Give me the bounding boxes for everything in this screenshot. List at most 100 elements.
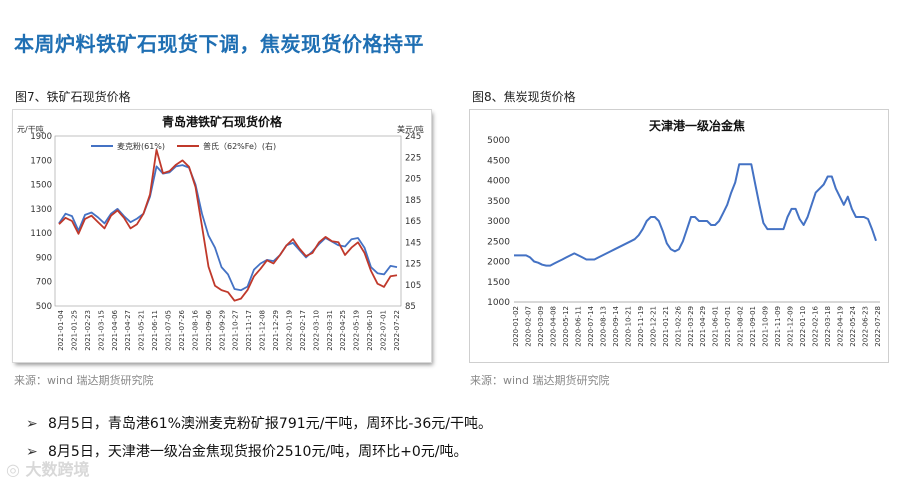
x-tick-label: 2022-03-10: [312, 310, 320, 351]
bullet-coke: ➢ 8月5日，天津港一级冶金焦现货报价2510元/吨，周环比+0元/吨。: [26, 441, 468, 461]
x-tick-label: 2020-05-12: [562, 306, 570, 347]
watermark-logo: ◎ 大数跨境: [6, 460, 90, 479]
y-tick-label-left: 1900: [30, 132, 52, 142]
arrow-bullet-icon: ➢: [26, 444, 38, 460]
x-tick-label: 2021-01-04: [57, 309, 65, 350]
x-tick-label: 2021-02-26: [674, 305, 682, 346]
x-tick-label: 2021-06-11: [151, 310, 159, 351]
x-tick-label: 2021-09-01: [749, 306, 757, 347]
y-tick-label-right: 185: [405, 196, 421, 206]
x-tick-label: 2022-06-10: [366, 310, 374, 351]
x-tick-label: 2020-07-14: [587, 305, 595, 346]
coke-chart-panel: 天津港一级冶金焦 1000 1500 2000 2500 3000 3500 4000 4500…: [470, 110, 888, 362]
y-tick-label-right: 205: [405, 175, 421, 185]
bullet-text: 8月5日，天津港一级冶金焦现货报价2510元/吨，周环比+0元/吨。: [48, 444, 468, 460]
x-tick-label: 2021-04-27: [124, 310, 132, 351]
x-tick-label: 2022-03-31: [326, 310, 334, 351]
x-tick-label: 2021-09-29: [218, 310, 226, 351]
iron-ore-chart-panel: 青岛港铁矿石现货价格 元/干吨 美元/吨 500 700 900 1100 1300 1500 1…: [13, 110, 431, 362]
x-tick-label: 2022-02-16: [812, 305, 820, 346]
x-tick-label: 2021-12-29: [272, 310, 280, 351]
x-tick-label: 2020-06-11: [574, 306, 582, 347]
plot-frame: [54, 135, 402, 307]
x-tick-label: 2021-05-21: [138, 310, 146, 351]
x-tick-label: 2022-03-18: [824, 306, 832, 347]
x-tick-label: 2021-04-06: [111, 309, 119, 350]
y-tick-label-left: 1500: [30, 181, 52, 191]
x-tick-label: 2022-07-22: [393, 310, 401, 351]
x-tick-label: 2021-10-09: [762, 306, 770, 347]
x-tick-label: 2020-09-14: [612, 305, 620, 346]
y-tick-label-left: 500: [36, 302, 52, 312]
y-tick-label-right: 225: [405, 153, 421, 163]
x-tick-label: 2022-06-23: [862, 306, 870, 347]
y-tick-label-right: 245: [405, 132, 421, 142]
y-tick-label: 3000: [487, 217, 510, 227]
bullet-iron-ore: ➢ 8月5日，青岛港61%澳洲麦克粉矿报791元/干吨，周环比-36元/干吨。: [26, 413, 492, 433]
x-tick-label: 2021-11-17: [245, 310, 253, 351]
y-tick-label: 4500: [487, 156, 510, 166]
x-tick-label: 2021-03-15: [97, 310, 105, 351]
x-tick-label: 2021-06-01: [712, 306, 720, 347]
y-tick-label-right: 145: [405, 238, 421, 248]
y-tick-label-left: 1700: [30, 156, 52, 166]
y-tick-label: 1500: [487, 278, 510, 288]
series-line-coke: [514, 163, 877, 267]
y-tick-label: 2000: [487, 258, 510, 268]
right-axis-unit: 美元/吨: [397, 124, 424, 134]
x-tick-label: 2020-11-19: [637, 306, 645, 347]
x-tick-label: 2021-01-25: [70, 310, 78, 351]
series-line-mcfines: [58, 164, 398, 292]
x-tick-label: 2021-12-09: [787, 306, 795, 347]
x-tick-label: 2022-05-19: [353, 310, 361, 351]
x-tick-label: 2022-01-10: [799, 306, 807, 347]
x-tick-label: 2021-02-23: [84, 310, 92, 351]
x-tick-label: 2020-04-08: [549, 306, 557, 347]
left-axis-unit: 元/干吨: [17, 124, 44, 134]
series-line-platts: [58, 148, 398, 302]
y-tick-label: 4000: [487, 177, 510, 187]
figure-caption-iron-ore: 图7、铁矿石现货价格: [15, 90, 131, 104]
bullet-text: 8月5日，青岛港61%澳洲麦克粉矿报791元/干吨，周环比-36元/干吨。: [48, 416, 492, 432]
x-tick-label: 2022-07-28: [874, 306, 882, 347]
x-tick-label: 2022-04-25: [339, 310, 347, 351]
x-tick-label: 2021-01-21: [662, 306, 670, 347]
y-tick-label-right: 165: [405, 217, 421, 227]
x-tick-label: 2021-11-09: [774, 306, 782, 347]
figure-caption-coke: 图8、焦炭现货价格: [472, 90, 576, 104]
chart-title: 天津港一级冶金焦: [649, 118, 745, 133]
x-tick-label: 2022-01-19: [285, 310, 293, 351]
x-tick-label: 2021-08-02: [737, 306, 745, 347]
y-tick-label-right: 105: [405, 281, 421, 291]
legend-label-mcfines: 麦克粉(61%): [117, 141, 165, 151]
x-tick-label: 2022-07-01: [380, 310, 388, 351]
x-tick-label: 2021-07-05: [165, 310, 173, 351]
x-tick-label: 2022-04-19: [837, 306, 845, 347]
y-tick-label-left: 1100: [30, 229, 52, 239]
x-tick-label: 2021-10-27: [232, 310, 240, 351]
x-tick-label: 2022-05-24: [849, 305, 857, 346]
y-tick-label-left: 700: [36, 278, 52, 288]
x-tick-label: 2021-03-29: [687, 306, 695, 347]
x-tick-label: 2021-07-01: [724, 306, 732, 347]
x-tick-label: 2021-04-29: [699, 306, 707, 347]
y-tick-label-right: 125: [405, 260, 421, 270]
y-tick-label: 5000: [487, 136, 510, 146]
x-tick-label: 2020-03-09: [537, 306, 545, 347]
x-tick-label: 2020-01-02: [512, 306, 520, 347]
arrow-bullet-icon: ➢: [26, 416, 38, 432]
x-tick-label: 2022-02-17: [299, 310, 307, 351]
y-tick-label: 3500: [487, 197, 510, 207]
source-note-left: 来源：wind 瑞达期货研究院: [14, 374, 154, 387]
legend-label-platts: 普氏（62%Fe）(右): [203, 141, 276, 151]
x-tick-label: 2020-08-13: [599, 306, 607, 347]
y-tick-label-right: 85: [405, 302, 416, 312]
y-tick-label-left: 900: [36, 253, 52, 263]
x-tick-label: 2021-08-16: [191, 309, 199, 350]
x-tick-label: 2021-09-06: [205, 309, 213, 350]
page-title: 本周炉料铁矿石现货下调，焦炭现货价格持平: [14, 32, 424, 56]
coke-chart: 天津港一级冶金焦 1000 1500 2000 2500 3000 3500 4000 4500…: [487, 118, 882, 347]
source-note-right: 来源：wind 瑞达期货研究院: [470, 374, 610, 387]
x-tick-label: 2021-07-26: [178, 309, 186, 350]
